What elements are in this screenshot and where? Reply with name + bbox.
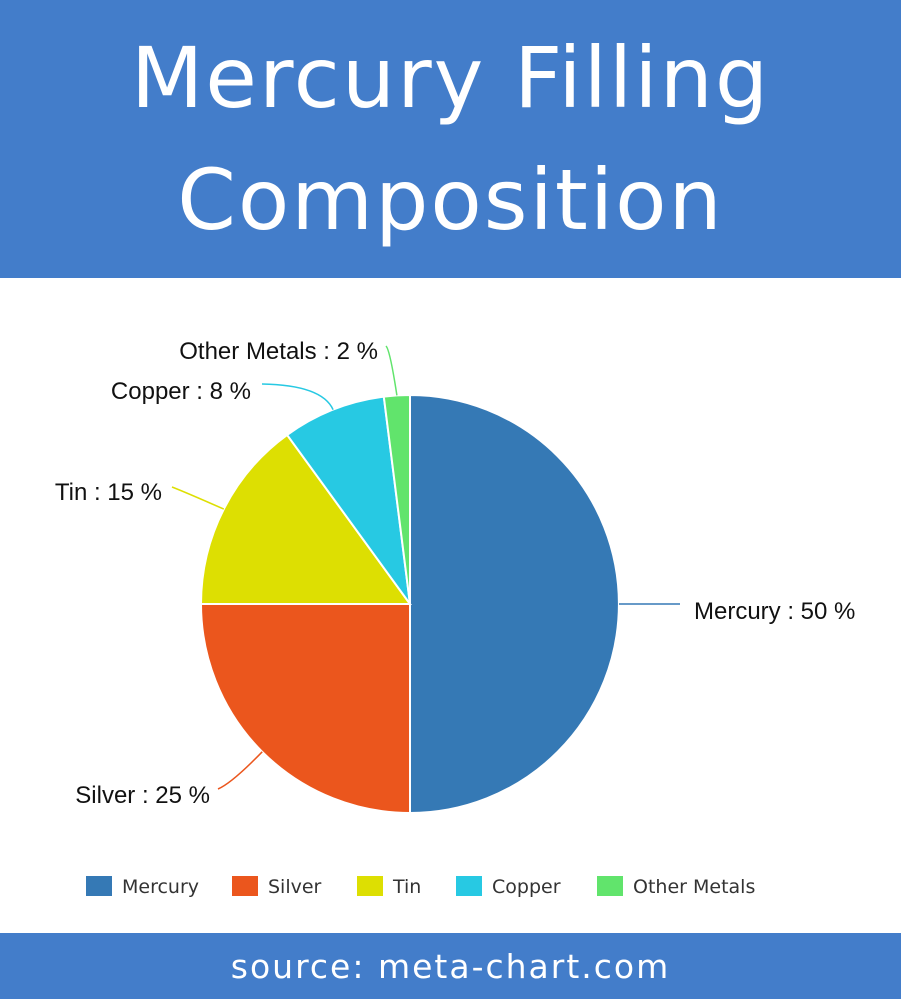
data-label-silver: Silver : 25 % xyxy=(75,782,210,809)
pie-chart: Mercury : 50 % Silver : 25 % Tin : 15 % Cop… xyxy=(0,278,901,933)
data-labels: Mercury : 50 % Silver : 25 % Tin : 15 % Cop… xyxy=(55,338,856,809)
data-label-tin: Tin : 15 % xyxy=(55,479,162,506)
source-text: source: meta-chart.com xyxy=(230,946,671,986)
legend-label: Mercury xyxy=(122,876,199,898)
leader-lines xyxy=(171,345,680,790)
legend-swatch xyxy=(86,876,112,896)
legend-label: Copper xyxy=(492,876,561,898)
pie-slice-mercury xyxy=(409,393,620,815)
pie-slices xyxy=(199,393,620,815)
pie-slice-other-metals xyxy=(382,393,411,605)
data-label-mercury: Mercury : 50 % xyxy=(694,598,855,625)
legend-item-copper[interactable]: Copper xyxy=(456,876,561,898)
legend-swatch xyxy=(357,876,383,896)
legend: Mercury Silver Tin Copper Other Metals xyxy=(86,876,755,898)
legend-item-mercury[interactable]: Mercury xyxy=(86,876,199,898)
pie-chart-svg: Mercury : 50 % Silver : 25 % Tin : 15 % Cop… xyxy=(55,338,856,898)
data-label-other-metals: Other Metals : 2 % xyxy=(179,338,378,365)
legend-item-other-metals[interactable]: Other Metals xyxy=(597,876,755,898)
pie-slice-copper xyxy=(285,395,411,605)
legend-item-silver[interactable]: Silver xyxy=(232,876,322,898)
leader-line-other-metals xyxy=(385,345,398,396)
legend-label: Other Metals xyxy=(633,876,755,898)
data-label-copper: Copper : 8 % xyxy=(111,378,251,405)
source-banner: source: meta-chart.com xyxy=(0,933,901,999)
pie-slice-tin xyxy=(199,433,412,605)
chart-title-line-2: Composition xyxy=(177,151,724,249)
legend-swatch xyxy=(232,876,258,896)
title-banner: Mercury Filling Composition xyxy=(0,0,901,278)
legend-label: Tin xyxy=(392,876,421,898)
legend-swatch xyxy=(456,876,482,896)
chart-title-line-1: Mercury Filling xyxy=(130,29,771,127)
leader-line-silver xyxy=(217,751,263,790)
legend-swatch xyxy=(597,876,623,896)
pie-slice-silver xyxy=(199,603,411,815)
leader-line-tin xyxy=(171,486,225,510)
leader-line-copper xyxy=(261,383,334,411)
legend-item-tin[interactable]: Tin xyxy=(357,876,421,898)
legend-label: Silver xyxy=(268,876,322,898)
